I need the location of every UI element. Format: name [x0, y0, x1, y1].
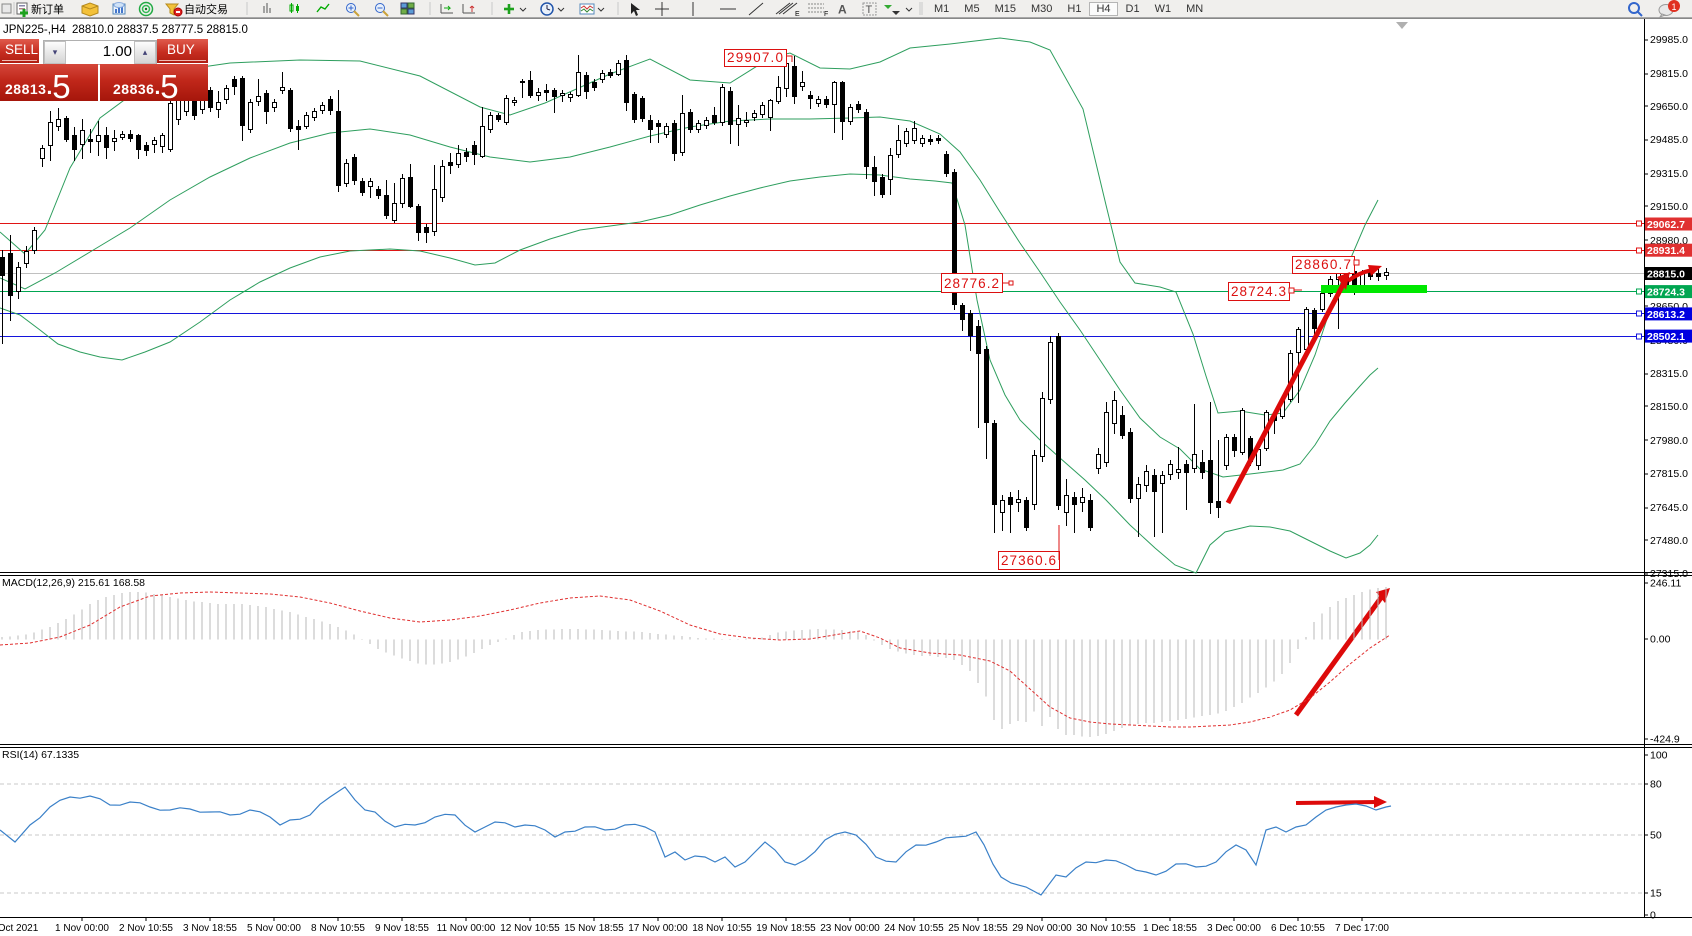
svg-text:17 Nov 00:00: 17 Nov 00:00 — [628, 923, 688, 934]
svg-text:28315.0: 28315.0 — [1650, 368, 1688, 380]
svg-text:0: 0 — [1650, 910, 1656, 922]
svg-text:28815.0: 28815.0 — [1647, 269, 1685, 281]
svg-text:8 Nov 10:55: 8 Nov 10:55 — [311, 923, 365, 934]
svg-text:5 Nov 00:00: 5 Nov 00:00 — [247, 923, 301, 934]
svg-text:1 Nov 00:00: 1 Nov 00:00 — [55, 923, 109, 934]
svg-text:自动交易: 自动交易 — [184, 2, 228, 16]
svg-text:19 Nov 18:55: 19 Nov 18:55 — [756, 923, 816, 934]
svg-text:27815.0: 27815.0 — [1650, 468, 1688, 480]
svg-text:T: T — [866, 4, 873, 16]
svg-text:MACD(12,26,9) 215.61 168.58: MACD(12,26,9) 215.61 168.58 — [2, 577, 145, 589]
svg-text:6 Dec 10:55: 6 Dec 10:55 — [1271, 923, 1325, 934]
svg-text:28860.7: 28860.7 — [1295, 257, 1351, 272]
svg-text:3 Dec 00:00: 3 Dec 00:00 — [1207, 923, 1261, 934]
svg-text:Oct 2021: Oct 2021 — [0, 923, 39, 934]
svg-text:15 Nov 18:55: 15 Nov 18:55 — [564, 923, 624, 934]
svg-text:28724.3: 28724.3 — [1231, 284, 1286, 299]
svg-text:28502.1: 28502.1 — [1647, 331, 1685, 343]
svg-text:11 Nov 00:00: 11 Nov 00:00 — [437, 923, 496, 934]
svg-text:JPN225-,H4 28810.0 28837.5 28: JPN225-,H4 28810.0 28837.5 28777.5 28815… — [3, 24, 248, 36]
svg-text:E: E — [795, 11, 800, 18]
svg-text:23 Nov 00:00: 23 Nov 00:00 — [820, 923, 880, 934]
svg-text:28776.2: 28776.2 — [944, 276, 999, 291]
svg-text:新订单: 新订单 — [31, 2, 64, 16]
svg-text:28150.0: 28150.0 — [1650, 401, 1688, 413]
svg-text:29062.7: 29062.7 — [1647, 219, 1685, 231]
svg-text:29650.0: 29650.0 — [1650, 101, 1688, 113]
svg-text:29815.0: 29815.0 — [1650, 68, 1688, 80]
svg-text:50: 50 — [1650, 830, 1662, 842]
svg-text:80: 80 — [1650, 779, 1662, 791]
svg-text:28931.4: 28931.4 — [1647, 245, 1685, 257]
svg-text:15: 15 — [1650, 888, 1662, 900]
svg-text:30 Nov 10:55: 30 Nov 10:55 — [1076, 923, 1136, 934]
svg-text:28724.3: 28724.3 — [1647, 287, 1685, 299]
svg-text:12 Nov 10:55: 12 Nov 10:55 — [500, 923, 560, 934]
svg-text:29 Nov 00:00: 29 Nov 00:00 — [1012, 923, 1072, 934]
svg-text:0.00: 0.00 — [1650, 634, 1671, 646]
svg-text:-424.9: -424.9 — [1650, 734, 1680, 746]
svg-text:29485.0: 29485.0 — [1650, 134, 1688, 146]
svg-text:9 Nov 18:55: 9 Nov 18:55 — [375, 923, 429, 934]
svg-text:29985.0: 29985.0 — [1650, 34, 1688, 46]
svg-text:RSI(14) 67.1335: RSI(14) 67.1335 — [2, 749, 79, 761]
svg-text:29315.0: 29315.0 — [1650, 168, 1688, 180]
svg-text:18 Nov 10:55: 18 Nov 10:55 — [692, 923, 752, 934]
svg-text:246.11: 246.11 — [1650, 578, 1681, 590]
svg-text:24 Nov 10:55: 24 Nov 10:55 — [884, 923, 944, 934]
svg-text:27645.0: 27645.0 — [1650, 502, 1688, 514]
svg-text:A: A — [838, 3, 847, 17]
svg-text:27980.0: 27980.0 — [1650, 435, 1688, 447]
svg-text:25 Nov 18:55: 25 Nov 18:55 — [948, 923, 1008, 934]
svg-text:100: 100 — [1650, 750, 1668, 762]
svg-text:3 Nov 18:55: 3 Nov 18:55 — [183, 923, 237, 934]
svg-text:F: F — [824, 11, 828, 18]
svg-text:28613.2: 28613.2 — [1647, 309, 1685, 321]
svg-text:1: 1 — [1671, 2, 1676, 12]
svg-text:1 Dec 18:55: 1 Dec 18:55 — [1143, 923, 1197, 934]
svg-text:29150.0: 29150.0 — [1650, 201, 1688, 213]
svg-text:29907.0: 29907.0 — [727, 50, 783, 65]
svg-text:2 Nov 10:55: 2 Nov 10:55 — [119, 923, 173, 934]
svg-text:7 Dec 17:00: 7 Dec 17:00 — [1335, 923, 1389, 934]
svg-text:27360.6: 27360.6 — [1001, 553, 1056, 568]
svg-text:27315.0: 27315.0 — [1650, 568, 1688, 580]
svg-text:27480.0: 27480.0 — [1650, 535, 1688, 547]
